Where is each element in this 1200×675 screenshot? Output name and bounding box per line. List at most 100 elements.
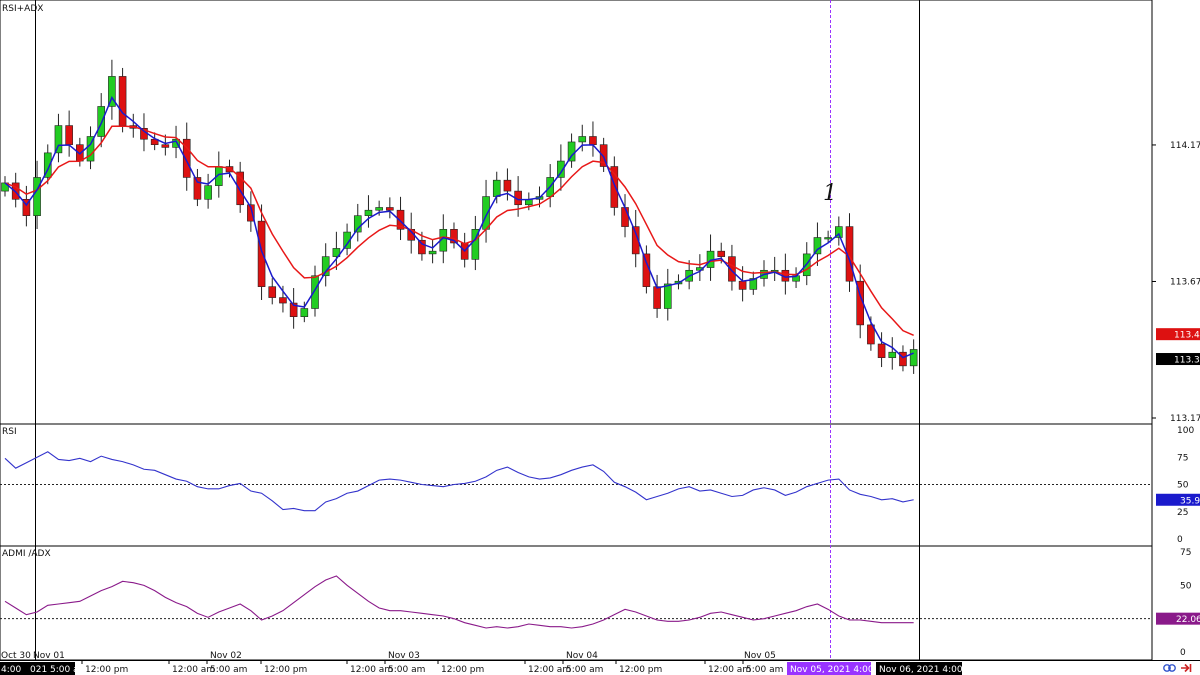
candle [43,152,52,178]
link-icon[interactable] [1163,664,1176,672]
candle [257,220,266,287]
adx-tick-label: 50 [1180,581,1192,591]
price-tick-label: 114.179 [1170,141,1200,151]
candle [418,239,426,255]
date-label: Nov 04 [566,651,598,661]
time-label: 12:00 pm [619,665,662,675]
candle [717,250,726,257]
price-tag [1156,328,1200,341]
candle [172,138,180,148]
adx-line [4,575,914,629]
candle [65,125,73,145]
candle [557,160,565,178]
candle [247,204,255,222]
adx-value-tag [1156,612,1200,625]
candle [621,207,629,227]
candle [835,226,843,238]
candle [471,229,480,260]
candle [204,185,212,200]
candle [813,237,822,255]
candle [353,215,362,233]
price-panel[interactable] [0,0,1153,425]
date-label: Oct 30 [1,651,31,661]
candle [492,179,501,197]
candle [321,256,330,277]
candle [888,351,897,358]
date-label: Nov 03 [388,651,420,661]
adx-panel[interactable] [0,545,1153,661]
time-label: 5:00 am [566,665,603,675]
candle [182,138,191,178]
time-label: 12:00 am [350,665,393,675]
candle [375,207,383,211]
price-tag [1156,353,1200,366]
candle [311,275,319,309]
scroll-end-icon[interactable] [1181,663,1192,673]
adx-value-label: 22.06 [1176,615,1200,625]
candle [503,179,512,192]
time-label: 12:00 am [708,665,751,675]
rsi-tick-label: 100 [1177,426,1194,436]
candle [386,207,394,211]
time-label: 5:00 am [388,665,425,675]
candle [728,256,736,282]
candle [332,248,341,257]
time-label: 12:00 pm [85,665,128,675]
adx-panel-title: ADMI /ADX [2,549,51,559]
time-label: 12:00 pm [441,665,484,675]
edge-label: 4:00 [1,665,21,675]
candle [279,297,287,304]
date-label: Nov 05 [744,651,776,661]
date-label: Nov 01 [33,651,65,661]
date-label: Nov 02 [210,651,242,661]
time-label: 12:00 am [528,665,571,675]
edge-label-box [0,662,75,675]
crosshair-time-label: Nov 05, 2021 4:00 pm [790,665,891,675]
price-tag-label: 113.395 [1174,356,1200,366]
handwritten-annotation: 1 [823,181,837,206]
candle [696,267,704,271]
last-bar-time-label: Nov 06, 2021 4:00 am [879,665,980,675]
candle [749,278,758,290]
candle [193,177,202,200]
candle [578,136,587,143]
candle [663,283,672,309]
candle [653,286,661,309]
candle [289,302,298,317]
candle [86,136,95,162]
candle [428,250,437,255]
time-label: 12:00 am [172,665,215,675]
candle [22,198,31,216]
candle [161,144,170,148]
rsi-panel-title: RSI [2,427,17,437]
candle [54,125,63,154]
candle [364,209,373,216]
candle [909,349,918,367]
price-tick-label: 113.179 [1170,414,1200,424]
time-label: 5:00 am [746,665,783,675]
price-panel-title: RSI+ADX [2,4,43,14]
candle [97,106,106,137]
candle [867,324,875,345]
adx-tick-label: 0 [1180,648,1186,658]
adx-tick-label: 75 [1180,548,1191,558]
crosshair-time-box [787,662,871,675]
candle [738,280,747,290]
candle [824,237,832,240]
last-bar-time-box [876,662,962,675]
candle [225,166,234,173]
candle [236,171,244,206]
ema-fast-line [4,96,914,359]
rsi-tick-label: 25 [1177,508,1188,518]
rsi-line [4,451,914,512]
rsi-value-label: 35.98 [1180,496,1200,506]
candle [589,136,597,145]
candle [396,209,405,230]
time-label: 5:00 am [210,665,247,675]
candle [33,177,41,216]
ema-slow-line [4,125,914,337]
candle [899,351,907,367]
rsi-tick-label: 50 [1177,481,1189,491]
candle [118,76,127,126]
